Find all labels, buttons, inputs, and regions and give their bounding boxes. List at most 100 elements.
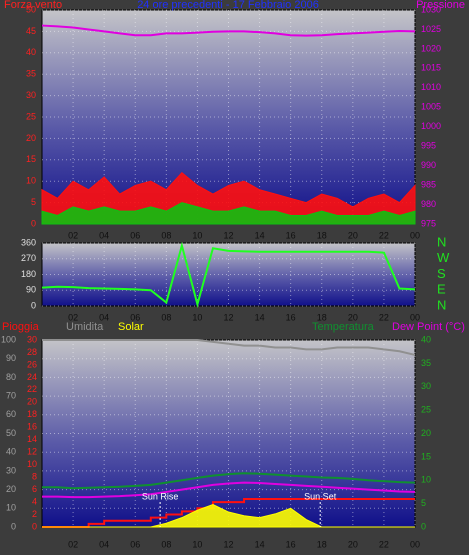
y-tick-label: 270 <box>21 253 36 263</box>
x-tick-label: 16 <box>286 312 296 322</box>
legend-label: Pioggia <box>2 321 40 333</box>
series-line <box>41 241 416 309</box>
y-tick-label: 20 <box>26 133 36 143</box>
y2-tick-label: 10 <box>421 475 431 485</box>
y-tick-label: 25 <box>26 111 36 121</box>
y-tick-label: 6 <box>32 484 37 494</box>
x-tick-label: 12 <box>223 312 233 322</box>
x-tick-label: 00 <box>410 539 420 549</box>
x-tick-label: 14 <box>255 312 265 322</box>
y3-tick-label: 40 <box>6 447 16 457</box>
y-tick-label: 0 <box>32 521 37 531</box>
y2-tick-label: W <box>437 250 450 265</box>
y-tick-label: 360 <box>21 237 36 247</box>
y3-tick-label: 20 <box>6 484 16 494</box>
x-tick-label: 02 <box>68 230 78 240</box>
y2-tick-label: 15 <box>421 451 431 461</box>
x-tick-label: 10 <box>192 312 202 322</box>
y3-tick-label: 10 <box>6 503 16 513</box>
y2-tick-label: 1025 <box>421 24 441 34</box>
x-tick-label: 04 <box>99 539 109 549</box>
x-tick-label: 08 <box>161 539 171 549</box>
x-tick-label: 06 <box>130 312 140 322</box>
legend-label: Umidita <box>66 321 104 333</box>
x-tick-label: 08 <box>161 230 171 240</box>
x-tick-label: 14 <box>255 230 265 240</box>
y-tick-label: 30 <box>27 334 37 344</box>
series-area <box>42 504 415 528</box>
x-tick-label: 12 <box>223 230 233 240</box>
y-tick-label: 5 <box>31 197 36 207</box>
y2-tick-label: E <box>437 282 446 297</box>
y3-tick-label: 50 <box>6 428 16 438</box>
y-tick-label: 50 <box>26 4 36 14</box>
y-tick-label: 14 <box>27 434 37 444</box>
y-tick-label: 18 <box>27 409 37 419</box>
y-tick-label: 90 <box>26 285 36 295</box>
y-tick-label: 30 <box>26 90 36 100</box>
x-tick-label: 00 <box>410 230 420 240</box>
y-tick-label: 10 <box>27 459 37 469</box>
y2-tick-label: 25 <box>421 405 431 415</box>
y-tick-label: 20 <box>27 397 37 407</box>
x-tick-label: 02 <box>68 539 78 549</box>
x-tick-label: 00 <box>410 312 420 322</box>
x-tick-label: 08 <box>161 312 171 322</box>
x-tick-label: 20 <box>348 312 358 322</box>
axis-label: Forza vento <box>4 0 62 11</box>
x-tick-label: 22 <box>379 539 389 549</box>
y3-tick-label: 30 <box>6 465 16 475</box>
y-tick-label: 15 <box>26 154 36 164</box>
title: 24 ore precedenti - 17 Febbraio 2006 <box>137 0 319 11</box>
plot-area <box>41 242 416 307</box>
y2-tick-label: 5 <box>421 498 426 508</box>
y2-tick-label: 1000 <box>421 121 441 131</box>
y2-tick-label: 995 <box>421 141 436 151</box>
right-axis-label: Pressione <box>416 0 465 11</box>
y3-tick-label: 90 <box>6 353 16 363</box>
series-line <box>42 472 416 490</box>
x-tick-label: 16 <box>286 230 296 240</box>
legend-label: Temperatura <box>312 321 375 333</box>
y2-tick-label: 980 <box>421 199 436 209</box>
y-tick-label: 28 <box>27 347 37 357</box>
x-tick-label: 18 <box>317 312 327 322</box>
series-line <box>42 497 415 528</box>
y-tick-label: 12 <box>27 447 37 457</box>
x-tick-label: 16 <box>286 539 296 549</box>
x-tick-label: 20 <box>348 539 358 549</box>
x-tick-label: 12 <box>223 539 233 549</box>
y2-tick-label: 990 <box>421 160 436 170</box>
y-tick-label: 2 <box>32 509 37 519</box>
y-tick-label: 35 <box>26 69 36 79</box>
y2-tick-label: N <box>437 234 446 249</box>
y2-tick-label: N <box>437 297 446 312</box>
x-tick-label: 06 <box>130 539 140 549</box>
y2-tick-label: 1020 <box>421 43 441 53</box>
y2-tick-label: 0 <box>421 521 426 531</box>
x-tick-label: 14 <box>255 539 265 549</box>
y-tick-label: 40 <box>26 47 36 57</box>
x-tick-label: 02 <box>68 312 78 322</box>
x-tick-label: 10 <box>192 230 202 240</box>
y3-tick-label: 80 <box>6 372 16 382</box>
series-area <box>41 202 416 225</box>
series-line <box>42 481 416 499</box>
y-tick-label: 26 <box>27 359 37 369</box>
annotation: Sun Set <box>304 491 337 501</box>
y3-tick-label: 60 <box>6 409 16 419</box>
legend-label: Solar <box>118 321 144 333</box>
x-tick-label: 10 <box>192 539 202 549</box>
y2-tick-label: 40 <box>421 334 431 344</box>
y-tick-label: 0 <box>31 218 36 228</box>
y-tick-label: 0 <box>31 300 36 310</box>
y3-tick-label: 0 <box>11 521 16 531</box>
annotation: Sun Rise <box>142 491 179 501</box>
y2-tick-label: 1030 <box>421 4 441 14</box>
y2-tick-label: 1015 <box>421 63 441 73</box>
y2-tick-label: S <box>437 266 446 281</box>
y-tick-label: 16 <box>27 422 37 432</box>
y2-tick-label: 1010 <box>421 82 441 92</box>
y2-tick-label: 35 <box>421 358 431 368</box>
